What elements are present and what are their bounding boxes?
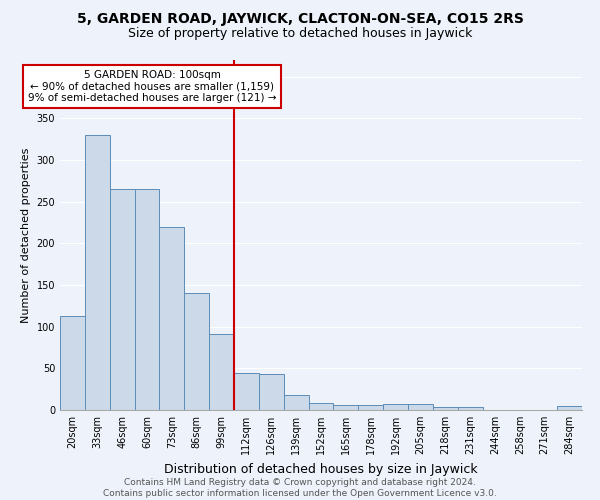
Text: 5 GARDEN ROAD: 100sqm
← 90% of detached houses are smaller (1,159)
9% of semi-de: 5 GARDEN ROAD: 100sqm ← 90% of detached … [28, 70, 276, 103]
Bar [85, 135, 110, 410]
Bar [284, 395, 308, 410]
Bar [209, 334, 234, 410]
Y-axis label: Number of detached properties: Number of detached properties [21, 148, 31, 322]
Bar [234, 374, 259, 410]
Bar [383, 404, 408, 410]
Bar [458, 406, 482, 410]
X-axis label: Distribution of detached houses by size in Jaywick: Distribution of detached houses by size … [164, 462, 478, 475]
Text: Size of property relative to detached houses in Jaywick: Size of property relative to detached ho… [128, 28, 472, 40]
Bar [134, 189, 160, 410]
Bar [557, 406, 582, 410]
Bar [60, 316, 85, 410]
Bar [358, 405, 383, 410]
Text: Contains HM Land Registry data © Crown copyright and database right 2024.
Contai: Contains HM Land Registry data © Crown c… [103, 478, 497, 498]
Bar [259, 374, 284, 410]
Bar [110, 189, 134, 410]
Text: 5, GARDEN ROAD, JAYWICK, CLACTON-ON-SEA, CO15 2RS: 5, GARDEN ROAD, JAYWICK, CLACTON-ON-SEA,… [77, 12, 523, 26]
Bar [408, 404, 433, 410]
Bar [433, 406, 458, 410]
Bar [334, 405, 358, 410]
Bar [160, 226, 184, 410]
Bar [308, 402, 334, 410]
Bar [184, 292, 209, 410]
